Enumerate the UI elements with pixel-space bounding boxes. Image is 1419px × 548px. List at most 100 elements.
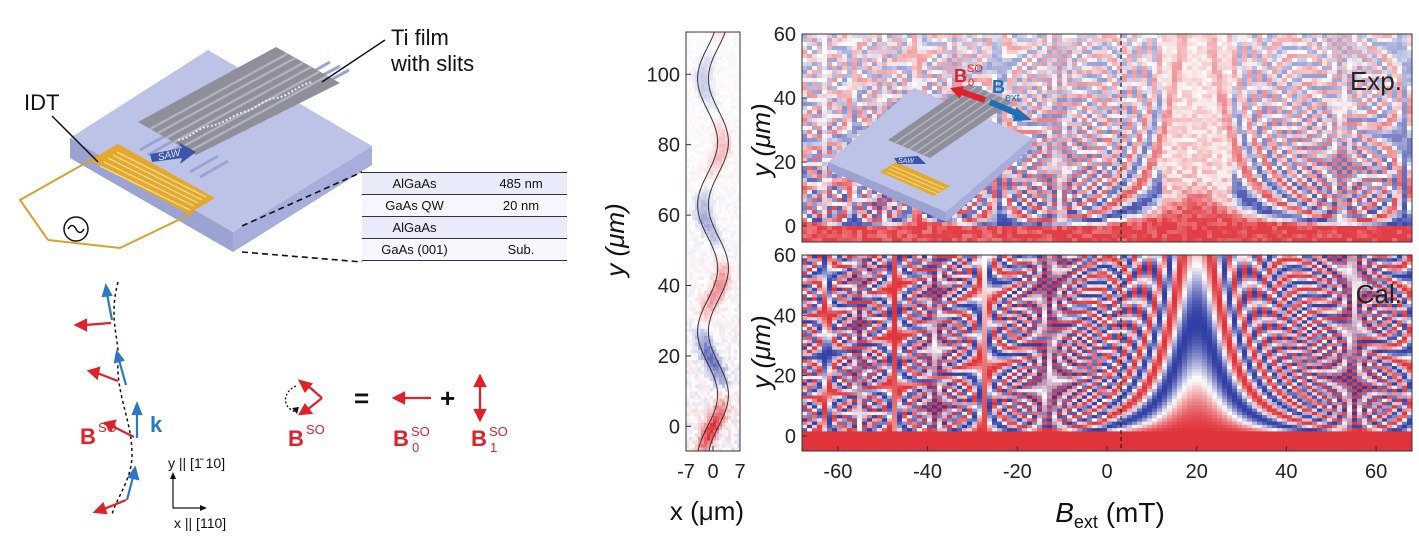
cal-label: Cal. xyxy=(1356,279,1402,309)
idt-leader-line xyxy=(51,115,99,163)
strip-xlabel: x (μm) xyxy=(670,496,744,526)
y-tick-label: 40 xyxy=(774,88,796,110)
layer-row: GaAs (001) Sub. xyxy=(362,239,567,261)
y-tick-label: 40 xyxy=(774,305,796,327)
layer-thickness: 485 nm xyxy=(499,176,543,191)
x-tick-label: 0 xyxy=(707,461,718,483)
exp-frame xyxy=(801,33,1413,243)
cal-ylabel: y (μm) xyxy=(746,315,776,390)
bso-label-sup: SO xyxy=(98,420,117,435)
axis-y-label: y || [1̄ 10] xyxy=(168,455,225,471)
exp-ylabel: y (μm) xyxy=(746,103,776,178)
x-tick-label: 20 xyxy=(1186,461,1208,483)
k-label: k xyxy=(150,412,163,437)
saw-label: SAW xyxy=(157,148,183,164)
ti-label-line1: Ti film xyxy=(391,25,449,50)
spin-path xyxy=(111,281,133,516)
ti-film xyxy=(138,47,340,155)
idt-label: IDT xyxy=(24,90,59,115)
spin-diagram: B SO k y || [1̄ 10] x || [110] = + B SO … xyxy=(73,281,508,531)
eq-b1-sub: 1 xyxy=(490,440,497,455)
y-tick-label: 60 xyxy=(658,205,680,227)
layer-material: AlGaAs xyxy=(392,176,437,191)
circuit-wire-right xyxy=(47,211,196,250)
layer-material: GaAs (001) xyxy=(381,242,448,257)
axis-x-label: x || [110] xyxy=(174,515,226,531)
x-tick-label: -60 xyxy=(823,461,852,483)
inset-bext-main: B xyxy=(992,77,1005,97)
inset-b0-sub: 0 xyxy=(968,77,974,89)
idt-fingers xyxy=(99,151,207,211)
cal-map xyxy=(802,255,1412,451)
cal-panel: 0 20 40 60 -60 -40 -20 0 20 40 60 Cal. y (μm) Bext… xyxy=(746,245,1413,532)
layer-thickness: 20 nm xyxy=(502,198,540,213)
exp-map xyxy=(802,34,1412,242)
inset-b0-sup: SO xyxy=(967,63,983,75)
slab-right-face xyxy=(233,146,372,252)
layer-row: AlGaAs 485 nm xyxy=(362,172,567,195)
eq-b0-sub: 0 xyxy=(412,440,419,455)
layer-material: GaAs QW xyxy=(385,198,444,213)
x-tick-label: 60 xyxy=(1365,461,1387,483)
k-arrows xyxy=(101,283,143,501)
x-tick-label: -40 xyxy=(913,461,942,483)
inset-device: SAW B SO 0 B ext xyxy=(828,63,1032,222)
y-tick-label: 0 xyxy=(785,426,796,448)
zoom-line-bottom xyxy=(241,251,363,263)
cal-ticks: 0 20 40 60 -60 -40 -20 0 20 40 60 xyxy=(774,245,1387,483)
saw-arrow xyxy=(150,142,196,164)
y-tick-label: 20 xyxy=(774,152,796,174)
x-tick-label: 7 xyxy=(734,461,745,483)
y-tick-label: 80 xyxy=(658,135,680,157)
equals-sign: = xyxy=(354,383,369,413)
x-tick-label: 0 xyxy=(1101,461,1112,483)
device-schematic: SAW IDT Ti film with slits xyxy=(18,25,474,263)
y-tick-label: 100 xyxy=(647,64,680,86)
strip-ylabel: y (μm) xyxy=(600,203,630,278)
rotation-icon xyxy=(284,385,297,413)
y-tick-label: 0 xyxy=(785,216,796,238)
spin-trajectory-on-device xyxy=(177,81,313,141)
cal-xlabel: Bext (mT) xyxy=(1055,497,1165,532)
y-tick-label: 0 xyxy=(669,416,680,438)
inset-bext-sub: ext xyxy=(1005,92,1020,104)
y-tick-label: 20 xyxy=(774,366,796,388)
ti-leader-line xyxy=(321,39,386,83)
zoom-line-top xyxy=(241,171,363,227)
eq-b1-sup: SO xyxy=(489,424,508,439)
layer-row: AlGaAs xyxy=(362,217,567,239)
exp-ticks: 0 20 40 60 xyxy=(774,24,807,238)
exp-panel: 0 20 40 60 Exp. y (μm) SAW xyxy=(746,24,1413,243)
y-tick-label: 60 xyxy=(774,24,796,46)
x-tick-label: -7 xyxy=(677,461,695,483)
y-tick-label: 20 xyxy=(658,346,680,368)
layer-material: AlGaAs xyxy=(392,220,437,235)
strip-map xyxy=(686,32,740,451)
sine-wave-icon xyxy=(67,224,85,234)
inset-b0-main: B xyxy=(954,66,967,86)
ti-slits xyxy=(149,53,328,152)
ti-label-line2: with slits xyxy=(390,51,474,76)
inset-arrows xyxy=(950,86,1032,121)
layer-row: GaAs QW 20 nm xyxy=(362,195,567,217)
exp-label: Exp. xyxy=(1350,66,1402,96)
plus-sign: + xyxy=(440,383,455,413)
x-tick-label: -20 xyxy=(1003,461,1032,483)
eq-b0-sup: SO xyxy=(411,424,430,439)
bso-label-main: B xyxy=(80,424,96,449)
layer-thickness: Sub. xyxy=(507,242,535,257)
bso-decomposition-arrows xyxy=(297,373,487,423)
circuit-wire-left xyxy=(18,155,99,241)
eq-b1-main: B xyxy=(471,426,487,451)
y-tick-label: 60 xyxy=(774,245,796,267)
eq-b0-main: B xyxy=(393,426,409,451)
bso-arrows xyxy=(73,318,135,515)
y-tick-label: 40 xyxy=(658,276,680,298)
inset-saw-label: SAW xyxy=(898,158,915,165)
strip-channel-line xyxy=(697,32,719,451)
eq-bso-sup: SO xyxy=(306,422,325,437)
layer-stack: AlGaAs 485 nm GaAs QW 20 nm AlGaAs GaAs (0… xyxy=(362,172,567,261)
